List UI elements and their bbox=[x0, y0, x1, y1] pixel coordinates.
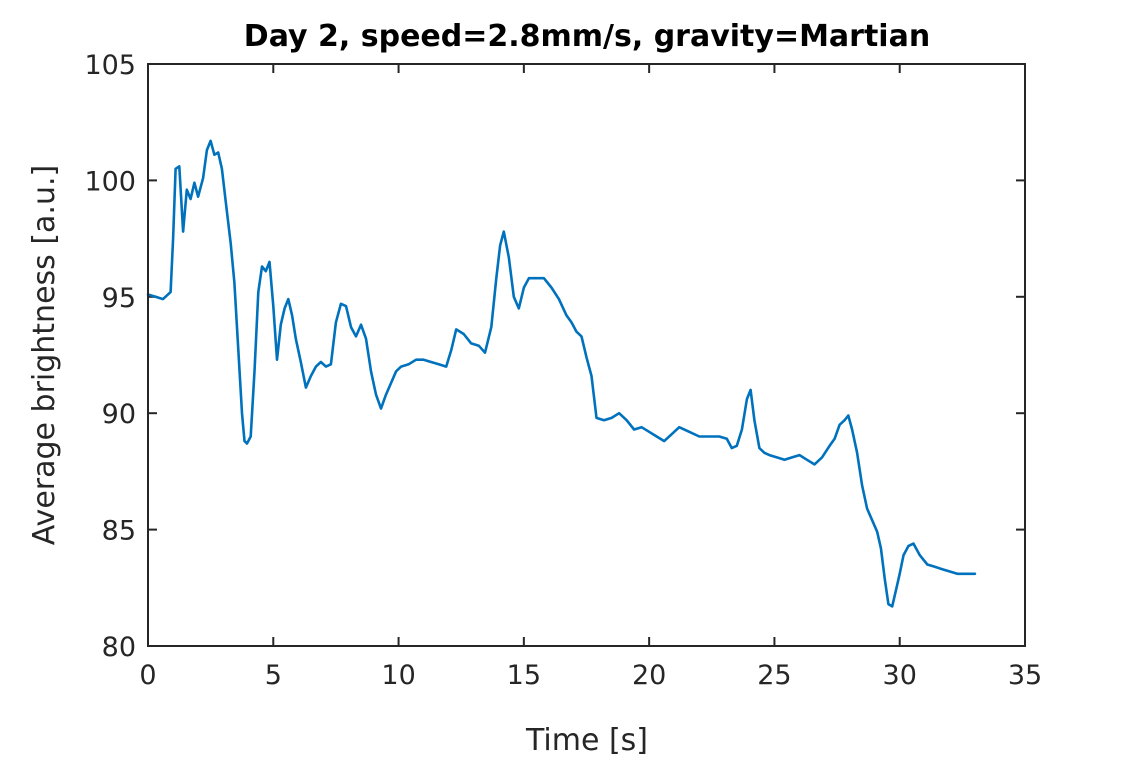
y-tick-label: 90 bbox=[102, 399, 136, 430]
y-tick-label: 100 bbox=[84, 166, 136, 197]
y-tick-label: 105 bbox=[84, 50, 136, 81]
x-tick-label: 25 bbox=[757, 660, 791, 691]
x-tick-label: 20 bbox=[632, 660, 666, 691]
chart-title: Day 2, speed=2.8mm/s, gravity=Martian bbox=[244, 19, 930, 54]
plot-frame bbox=[147, 63, 1026, 647]
series-line-0 bbox=[146, 139, 977, 608]
x-tick-label: 30 bbox=[883, 660, 917, 691]
y-tick-label: 80 bbox=[102, 632, 136, 663]
tick-labels: 0 5 10 15 20 25 30 35 80 85 90 95 100 105 bbox=[84, 50, 1042, 691]
x-tick-label: 15 bbox=[507, 660, 541, 691]
series-layer bbox=[146, 139, 977, 608]
x-tick-label: 10 bbox=[381, 660, 415, 691]
y-tick-label: 85 bbox=[102, 516, 136, 547]
y-axis-label: Average brightness [a.u.] bbox=[27, 165, 62, 545]
x-tick-label: 5 bbox=[265, 660, 282, 691]
x-tick-label: 0 bbox=[139, 660, 156, 691]
x-axis-label: Time [s] bbox=[525, 723, 648, 758]
y-tick-label: 95 bbox=[102, 283, 136, 314]
x-tick-label: 35 bbox=[1008, 660, 1042, 691]
